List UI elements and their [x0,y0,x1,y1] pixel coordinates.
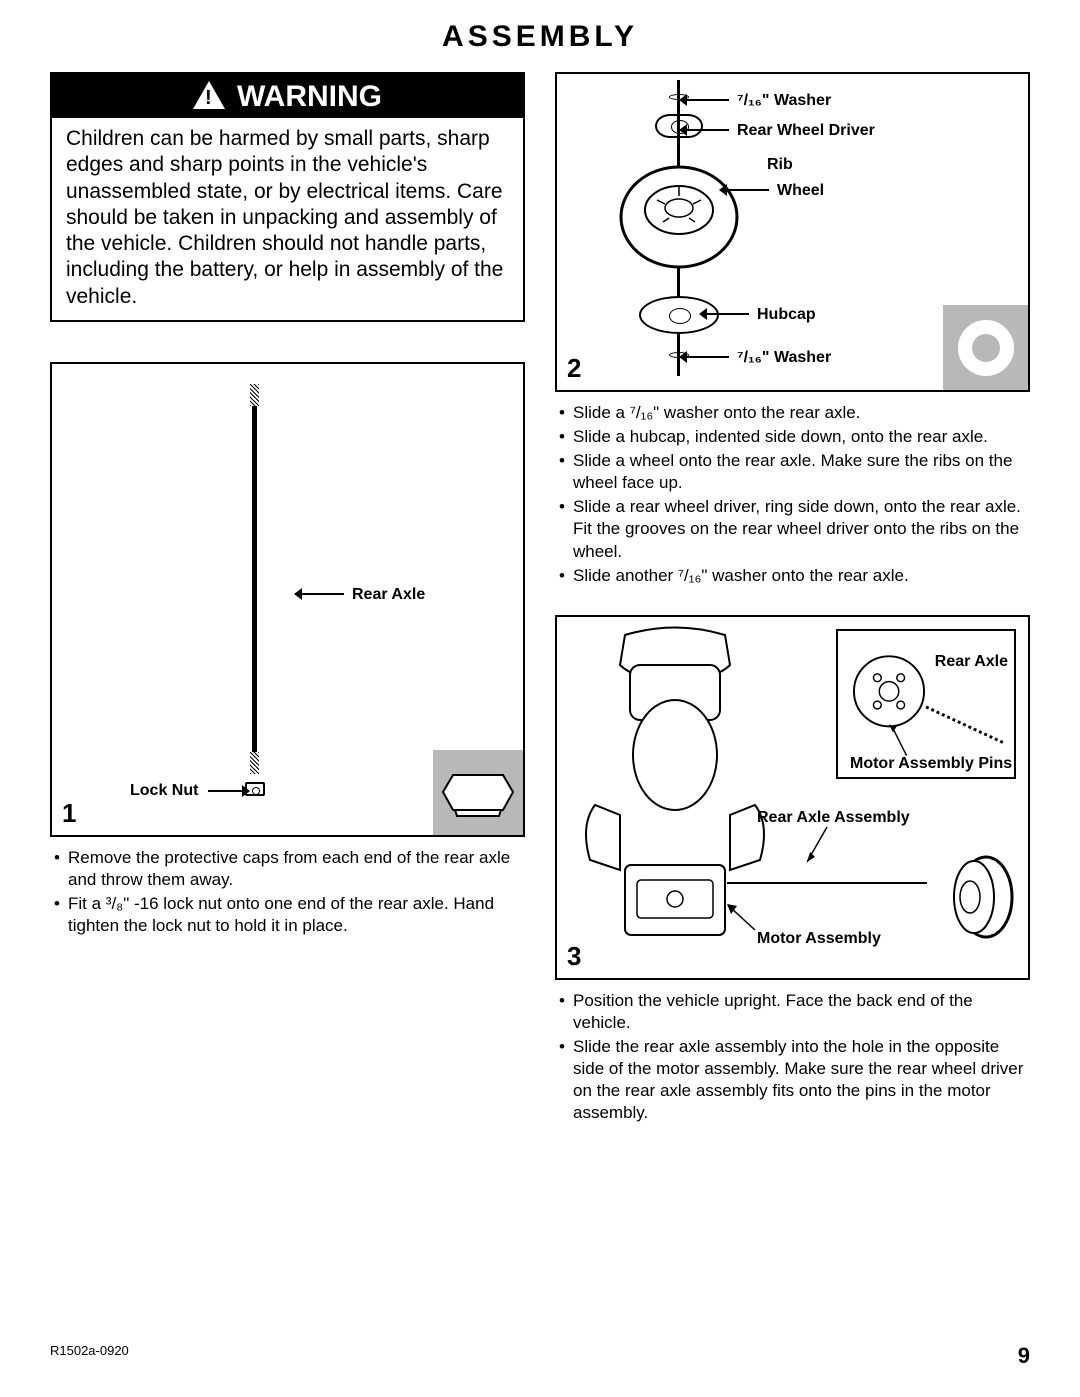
label-rear-axle-inset: Rear Axle [935,653,1008,671]
figure-2-inset [943,305,1028,390]
label-hubcap: Hubcap [757,306,816,324]
columns: WARNING Children can be harmed by small … [50,72,1030,1152]
label-wheel: Wheel [777,182,824,200]
instruction-item: Position the vehicle upright. Face the b… [559,990,1030,1034]
arrow-icon [727,904,757,934]
instruction-item: Remove the protective caps from each end… [54,847,525,891]
arrow-icon [807,827,847,867]
instruction-item: Slide a hubcap, indented side down, onto… [559,426,1030,448]
label-lock-nut: Lock Nut [130,782,198,800]
label-motor-assembly: Motor Assembly [757,930,881,948]
right-column: ⁷/₁₆" Washer Rear Wheel Driver Rib Wheel… [555,72,1030,1152]
axle-line-icon [727,878,927,888]
page: ASSEMBLY WARNING Children can be harmed … [0,0,1080,1397]
figure-3-inset: Rear Axle Motor Assembly Pins [836,629,1016,779]
figure-1-inset [433,750,523,835]
left-column: WARNING Children can be harmed by small … [50,72,525,1152]
instruction-item: Slide a ⁷/₁₆" washer onto the rear axle. [559,402,1030,424]
step-number-1: 1 [62,798,76,829]
label-rib: Rib [767,156,793,174]
label-driver: Rear Wheel Driver [737,122,875,140]
warning-header: WARNING [52,74,523,118]
figure-2-instructions: Slide a ⁷/₁₆" washer onto the rear axle.… [555,402,1030,587]
page-number: 9 [1018,1343,1030,1369]
hubcap-icon [639,296,719,334]
axle-rod-icon [252,384,257,774]
step-number-3: 3 [567,941,581,972]
warning-triangle-icon [193,81,225,109]
warning-box: WARNING Children can be harmed by small … [50,72,525,322]
step-number-2: 2 [567,353,581,384]
ring-icon [958,320,1014,376]
instruction-item: Fit a ³/₈" -16 lock nut onto one end of … [54,893,525,937]
hex-nut-icon [433,750,523,835]
figure-1: Rear Axle Lock Nut 1 [50,362,525,837]
label-motor-pins: Motor Assembly Pins [850,755,1012,773]
label-washer-top: ⁷/₁₆" Washer [737,92,831,110]
label-rear-axle: Rear Axle [352,586,425,604]
instruction-item: Slide another ⁷/₁₆" washer onto the rear… [559,565,1030,587]
figure-3: Rear Axle Motor Assembly Pins Rear Axle … [555,615,1030,980]
figure-1-instructions: Remove the protective caps from each end… [50,847,525,937]
page-title: ASSEMBLY [50,20,1030,54]
label-rear-axle-assembly: Rear Axle Assembly [757,809,910,827]
warning-label: WARNING [237,80,382,114]
instruction-item: Slide the rear axle assembly into the ho… [559,1036,1030,1124]
wheel-icon [617,162,741,272]
figure-2: ⁷/₁₆" Washer Rear Wheel Driver Rib Wheel… [555,72,1030,392]
warning-body: Children can be harmed by small parts, s… [52,118,523,320]
arrow-line-icon [208,790,244,792]
footer: R1502a-0920 9 [50,1343,1030,1369]
instruction-item: Slide a wheel onto the rear axle. Make s… [559,450,1030,494]
footer-code: R1502a-0920 [50,1343,129,1369]
label-washer-bot: ⁷/₁₆" Washer [737,349,831,367]
rear-wheel-icon [942,855,1014,940]
figure-3-instructions: Position the vehicle upright. Face the b… [555,990,1030,1125]
instruction-item: Slide a rear wheel driver, ring side dow… [559,496,1030,562]
arrow-head-icon [242,785,250,797]
